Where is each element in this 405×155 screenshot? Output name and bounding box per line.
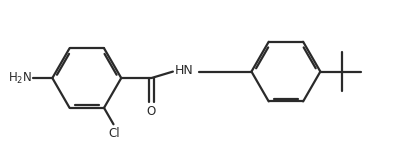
Text: Cl: Cl	[109, 127, 120, 140]
Text: HN: HN	[175, 64, 194, 77]
Text: $\mathregular{H_2N}$: $\mathregular{H_2N}$	[8, 71, 32, 86]
Text: O: O	[147, 105, 156, 118]
